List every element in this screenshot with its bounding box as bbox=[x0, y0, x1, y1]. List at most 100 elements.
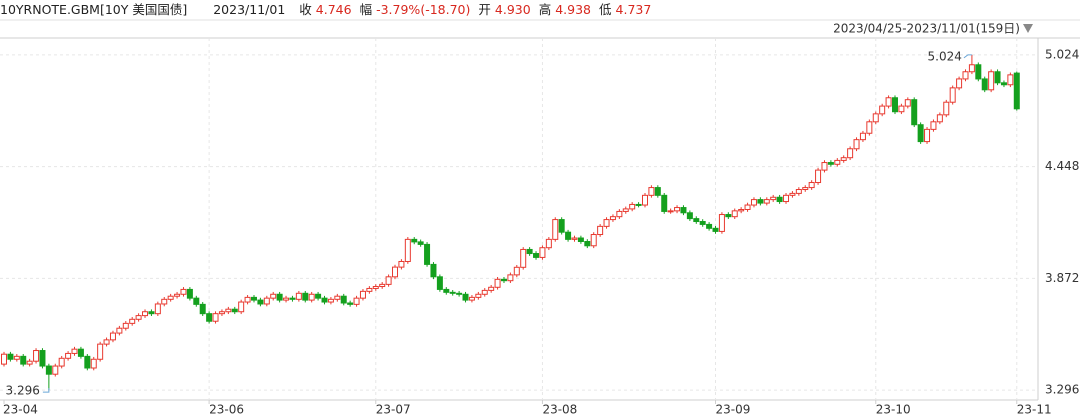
field-value: -3.79%(-18.70) bbox=[376, 2, 471, 17]
candle-body bbox=[33, 350, 40, 362]
candle-body bbox=[263, 297, 270, 305]
candle-body bbox=[347, 302, 354, 305]
candle-body bbox=[917, 124, 924, 143]
candle-body bbox=[417, 241, 424, 245]
x-tick-label: 23-04 bbox=[3, 403, 38, 417]
x-tick-label: 23-09 bbox=[716, 403, 751, 417]
candle-body bbox=[231, 308, 238, 313]
min-marker-line bbox=[42, 388, 50, 393]
candle-body bbox=[65, 352, 72, 359]
candle-body bbox=[186, 288, 193, 299]
candle-body bbox=[988, 71, 995, 91]
candle-body bbox=[411, 238, 418, 243]
candle-body bbox=[270, 293, 277, 299]
candle-body bbox=[353, 297, 360, 305]
candle-body bbox=[936, 114, 943, 123]
candle-body bbox=[834, 159, 841, 165]
candle-body bbox=[238, 301, 245, 313]
candle-body bbox=[693, 218, 700, 223]
candle-body bbox=[385, 276, 392, 285]
date-range[interactable]: 2023/04/25-2023/11/01(159日) bbox=[833, 22, 1020, 36]
candle-body bbox=[712, 227, 719, 232]
candle-body bbox=[622, 208, 629, 212]
candle-body bbox=[315, 293, 322, 299]
candle-body bbox=[552, 219, 559, 240]
candle-body bbox=[295, 292, 302, 300]
candle-body bbox=[667, 210, 674, 213]
field-value: 4.930 bbox=[494, 2, 531, 17]
x-tick-label: 23-08 bbox=[542, 403, 577, 417]
candle-body bbox=[981, 78, 988, 91]
candle-body bbox=[975, 64, 982, 80]
candle-body bbox=[212, 313, 219, 322]
candle-body bbox=[853, 139, 860, 150]
candle-body bbox=[13, 355, 20, 360]
field-label: 开 bbox=[478, 2, 491, 17]
candle-body bbox=[468, 296, 475, 301]
candle-body bbox=[533, 253, 540, 258]
candle-body bbox=[39, 350, 46, 367]
y-tick-label: 4.448 bbox=[1045, 159, 1079, 173]
candle-body bbox=[334, 295, 341, 300]
candle-body bbox=[424, 243, 431, 265]
candle-body bbox=[699, 221, 706, 225]
field-label: 高 bbox=[538, 2, 552, 17]
candle-body bbox=[654, 187, 661, 196]
field-label: 低 bbox=[599, 2, 612, 17]
candle-body bbox=[1000, 82, 1007, 86]
y-tick-label: 3.872 bbox=[1045, 271, 1079, 285]
candle-body bbox=[154, 303, 161, 315]
candle-body bbox=[430, 263, 437, 278]
candle-body bbox=[879, 105, 886, 115]
candle-body bbox=[129, 318, 136, 324]
candle-body bbox=[302, 292, 309, 301]
candle-body bbox=[558, 219, 565, 233]
candle-body bbox=[577, 237, 584, 243]
candle-body bbox=[193, 297, 200, 305]
max-label: 5.024 bbox=[928, 49, 962, 63]
candle-body bbox=[404, 238, 411, 262]
range-dropdown-icon[interactable] bbox=[1023, 24, 1033, 33]
candle-body bbox=[327, 298, 334, 303]
max-marker-line bbox=[963, 54, 972, 59]
candle-body bbox=[898, 105, 905, 113]
candle-body bbox=[840, 157, 847, 161]
candle-body bbox=[58, 357, 65, 367]
candle-body bbox=[943, 101, 950, 116]
min-label: 3.296 bbox=[6, 384, 40, 398]
candle-body bbox=[77, 348, 84, 357]
candle-body bbox=[859, 132, 866, 141]
candle-body bbox=[956, 78, 963, 89]
x-tick-label: 23-07 bbox=[376, 403, 411, 417]
candle-body bbox=[827, 162, 834, 165]
candle-body bbox=[1007, 74, 1014, 86]
candle-body bbox=[891, 97, 898, 113]
candle-body bbox=[648, 187, 655, 196]
candle-body bbox=[847, 148, 854, 159]
candle-body bbox=[962, 71, 969, 80]
candle-body bbox=[526, 248, 533, 255]
candle-body bbox=[520, 248, 527, 268]
candle-body bbox=[789, 192, 796, 196]
candle-body bbox=[45, 365, 52, 375]
candle-body bbox=[603, 219, 610, 227]
x-tick-label: 23-06 bbox=[209, 403, 244, 417]
candle-body bbox=[757, 199, 764, 204]
field-value: 4.737 bbox=[615, 2, 652, 17]
candle-body bbox=[584, 241, 591, 247]
candle-body bbox=[321, 297, 328, 303]
candle-body bbox=[738, 208, 745, 212]
candle-body bbox=[244, 296, 251, 303]
candle-body bbox=[250, 296, 257, 301]
candle-body bbox=[642, 194, 648, 206]
candle-body bbox=[359, 290, 366, 299]
candle-body bbox=[994, 71, 1001, 84]
candle-body bbox=[276, 293, 283, 301]
candle-body bbox=[488, 286, 495, 291]
candle-body bbox=[924, 128, 931, 143]
x-tick-label: 23-11 bbox=[1017, 403, 1052, 417]
candle-body bbox=[680, 207, 687, 214]
candle-body bbox=[109, 332, 116, 341]
